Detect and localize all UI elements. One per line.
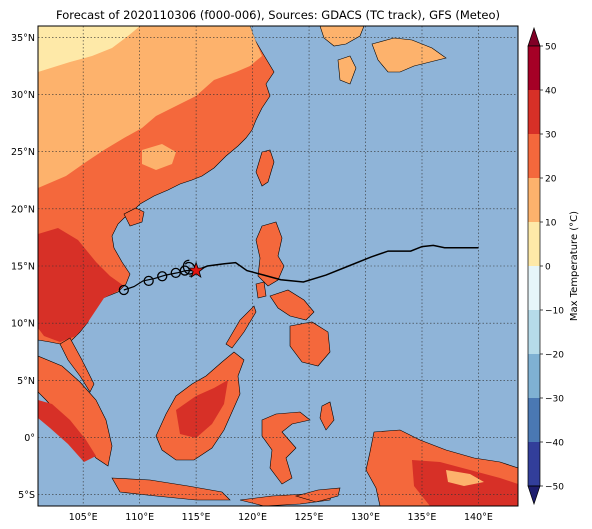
colorbar-tick-label: −50 <box>545 483 564 493</box>
track-position-marker <box>179 265 190 276</box>
land-hot-borneo <box>176 380 228 438</box>
gridlines <box>38 26 518 506</box>
landmass-palawan <box>225 305 257 349</box>
colorbar-bin <box>528 46 540 90</box>
lat-tick-label: 10°N <box>11 319 35 330</box>
landmass-visayas <box>269 289 315 321</box>
lon-tick-label: 115°E <box>182 512 211 523</box>
colorbar-tick-label: 10 <box>545 219 557 229</box>
landmass-mindoro <box>255 281 267 299</box>
map-frame <box>37 25 519 507</box>
landmass-mindanao <box>289 321 331 367</box>
colorbar-bin <box>528 266 540 310</box>
lat-tick-label: 0° <box>24 433 35 444</box>
land-hot-indochina <box>38 228 124 342</box>
landmass-sulawesi <box>261 411 311 485</box>
lat-tick-label: 35°N <box>11 33 35 44</box>
track-position-marker <box>143 275 154 287</box>
lat-tick-label: 5°S <box>18 490 35 501</box>
track-position-marker <box>118 284 129 296</box>
track-forecast-line <box>195 244 479 283</box>
lat-tick-label: 5°N <box>17 376 35 387</box>
track-positions <box>118 265 190 296</box>
colorbar-tick-label: 30 <box>545 131 557 141</box>
colorbar-bin <box>528 398 540 442</box>
colorbar: 50 40 30 20 10 0 −10 −20 −30 −40 −50 Max Temperatu… <box>527 26 580 506</box>
map-area <box>38 26 518 506</box>
map-title: Forecast of 2020110306 (f000-006), Sourc… <box>56 8 500 22</box>
land-cool-north <box>38 26 262 188</box>
colorbar-extend-min <box>527 485 541 506</box>
colorbar-segments <box>527 26 541 506</box>
colorbar-tick-label: 50 <box>545 43 557 53</box>
current-position-star-icon <box>187 261 205 278</box>
colorbar-bin <box>528 178 540 222</box>
lon-tick-label: 130°E <box>351 512 380 523</box>
landmass-luzon <box>255 221 285 287</box>
landmass-timor <box>294 487 341 503</box>
cyclone-track <box>118 244 479 296</box>
landmass-malay-peninsula <box>59 337 95 393</box>
lat-tick-label: 25°N <box>11 147 35 158</box>
colorbar-tick-label: −30 <box>545 395 564 405</box>
lon-tick-label: 110°E <box>125 512 154 523</box>
landmass-maluku <box>319 401 335 431</box>
colorbar-tick-label: −20 <box>545 351 564 361</box>
colorbar-tick-label: 0 <box>545 263 551 273</box>
colorbar-tick-label: 20 <box>545 175 557 185</box>
lon-tick-label: 125°E <box>295 512 324 523</box>
colorbar-ticks: 50 40 30 20 10 0 −10 −20 −30 −40 −50 <box>540 43 564 493</box>
lon-tick-label: 140°E <box>464 512 493 523</box>
colorbar-bin <box>528 134 540 178</box>
colorbar-bin <box>528 90 540 134</box>
lon-tick-label: 120°E <box>238 512 267 523</box>
lat-tick-label: 20°N <box>11 204 35 215</box>
land-cool-patch <box>142 144 176 170</box>
colorbar-tick-label: 40 <box>545 87 557 97</box>
landmass-taiwan <box>255 149 275 187</box>
colorbar-extend-max <box>527 26 541 47</box>
colorbar-tick-label: −10 <box>545 307 564 317</box>
colorbar-bin <box>528 442 540 486</box>
track-position-marker <box>157 271 168 282</box>
lon-tick-label: 105°E <box>69 512 98 523</box>
land-hot-sumatra <box>38 400 96 462</box>
colorbar-bin <box>528 310 540 354</box>
colorbar-bin <box>528 354 540 398</box>
landmass-kyushu <box>337 55 357 85</box>
lat-tick-label: 15°N <box>11 262 35 273</box>
colorbar-bin <box>528 222 540 266</box>
land-cold-new-guinea <box>446 470 484 486</box>
landmass-korea <box>319 26 365 47</box>
colorbar-label: Max Temperature (°C) <box>569 211 580 321</box>
latitude-labels: 35°N 30°N 25°N 20°N 15°N 10°N 5°N 0° 5°S <box>11 33 35 501</box>
lat-tick-label: 30°N <box>11 90 35 101</box>
landmass-sumatra <box>38 355 113 467</box>
colorbar-tick-label: −40 <box>545 439 564 449</box>
lon-tick-label: 135°E <box>408 512 437 523</box>
landmass-japan <box>371 37 447 73</box>
longitude-labels: 105°E 110°E 115°E 120°E 125°E 130°E 135°E 140°E <box>69 512 493 523</box>
